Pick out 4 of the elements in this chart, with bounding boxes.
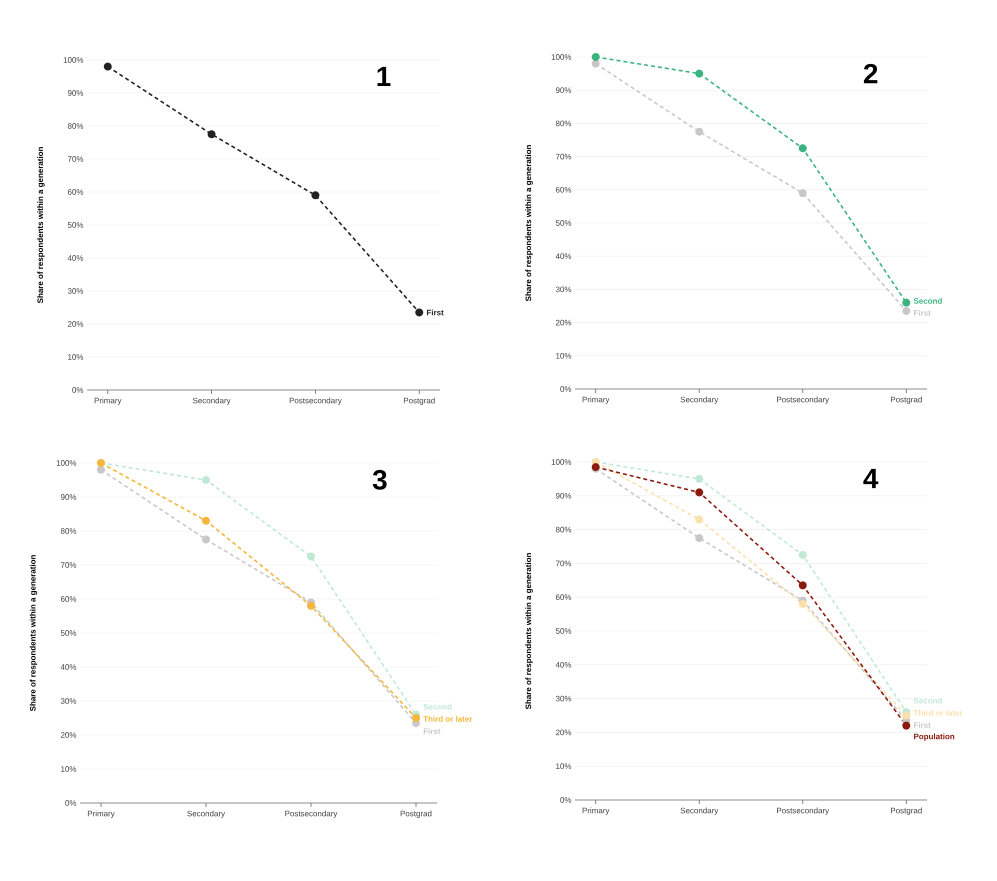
chart-title: 2 (864, 64, 878, 84)
chart-title: 3 (372, 470, 387, 490)
chart-title: 1 (378, 66, 390, 86)
chart-title: 4 (863, 468, 878, 488)
